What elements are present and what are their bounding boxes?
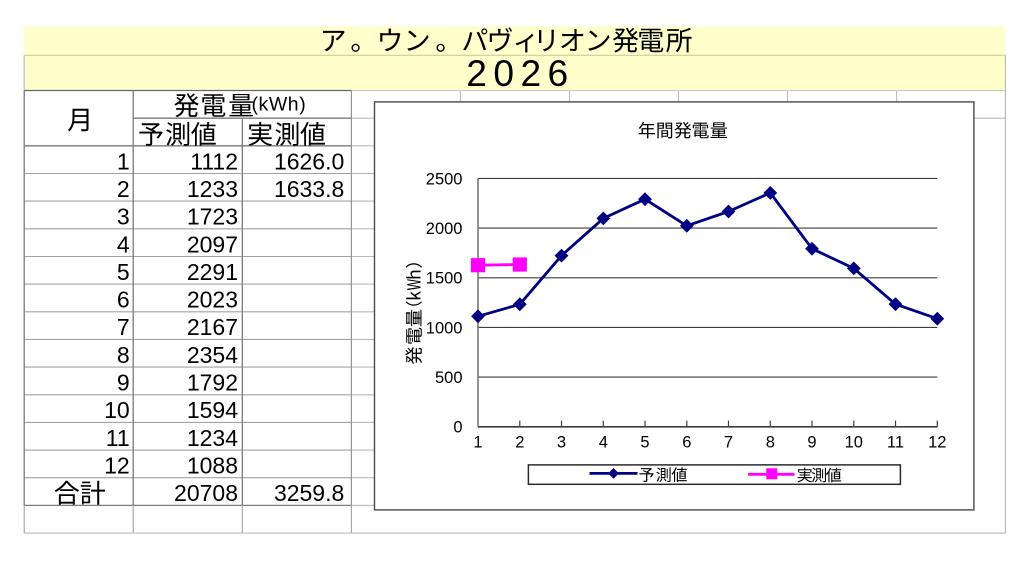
- svg-text:(kWh): (kWh): [252, 93, 307, 115]
- svg-text:1112: 1112: [190, 148, 238, 174]
- svg-text:9: 9: [117, 370, 130, 396]
- svg-text:10: 10: [845, 434, 863, 452]
- svg-text:11: 11: [887, 434, 904, 452]
- svg-text:7: 7: [724, 434, 733, 452]
- svg-text:2167: 2167: [187, 314, 238, 340]
- svg-text:2: 2: [515, 434, 524, 452]
- svg-text:2354: 2354: [187, 342, 238, 368]
- svg-text:6: 6: [682, 434, 691, 452]
- svg-text:5: 5: [640, 434, 649, 452]
- svg-text:2500: 2500: [426, 170, 463, 188]
- svg-text:2000: 2000: [426, 220, 463, 238]
- svg-text:9: 9: [807, 434, 816, 452]
- svg-text:12: 12: [928, 434, 946, 452]
- svg-text:10: 10: [104, 397, 130, 423]
- svg-text:0: 0: [453, 419, 462, 437]
- svg-text:3: 3: [117, 204, 130, 230]
- svg-text:8: 8: [117, 342, 130, 368]
- svg-text:2026: 2026: [466, 52, 574, 94]
- svg-text:1088: 1088: [187, 453, 238, 479]
- svg-text:500: 500: [435, 369, 463, 387]
- svg-text:3: 3: [557, 434, 566, 452]
- svg-text:1234: 1234: [187, 425, 238, 451]
- svg-text:1000: 1000: [426, 319, 463, 337]
- svg-text:1: 1: [473, 434, 482, 452]
- svg-text:1792: 1792: [187, 370, 238, 396]
- svg-text:1626.0: 1626.0: [274, 148, 344, 174]
- svg-text:1: 1: [117, 148, 130, 174]
- svg-text:11: 11: [106, 425, 130, 451]
- svg-text:20708: 20708: [174, 480, 238, 506]
- svg-text:2291: 2291: [187, 259, 238, 285]
- svg-text:12: 12: [104, 453, 130, 479]
- svg-text:7: 7: [117, 314, 130, 340]
- svg-text:3259.8: 3259.8: [274, 480, 344, 506]
- svg-text:1233: 1233: [187, 176, 238, 202]
- svg-text:1594: 1594: [187, 397, 238, 423]
- svg-text:8: 8: [766, 434, 775, 452]
- svg-text:4: 4: [599, 434, 608, 452]
- svg-text:5: 5: [117, 259, 130, 285]
- svg-text:2: 2: [117, 176, 130, 202]
- svg-text:1633.8: 1633.8: [274, 176, 344, 202]
- svg-text:1723: 1723: [187, 204, 238, 230]
- svg-text:6: 6: [117, 287, 130, 313]
- svg-text:1500: 1500: [426, 270, 463, 288]
- svg-text:2097: 2097: [187, 231, 238, 257]
- svg-text:4: 4: [117, 231, 130, 257]
- svg-text:2023: 2023: [187, 287, 238, 313]
